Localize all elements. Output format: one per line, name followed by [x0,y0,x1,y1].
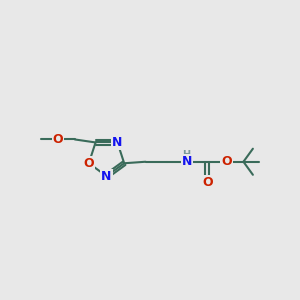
Text: H: H [182,150,190,160]
Text: O: O [202,176,213,189]
Text: O: O [221,155,232,168]
Text: N: N [112,136,123,149]
Text: N: N [182,155,192,168]
Text: N: N [101,169,112,183]
Text: O: O [53,133,63,146]
Text: O: O [83,157,94,170]
